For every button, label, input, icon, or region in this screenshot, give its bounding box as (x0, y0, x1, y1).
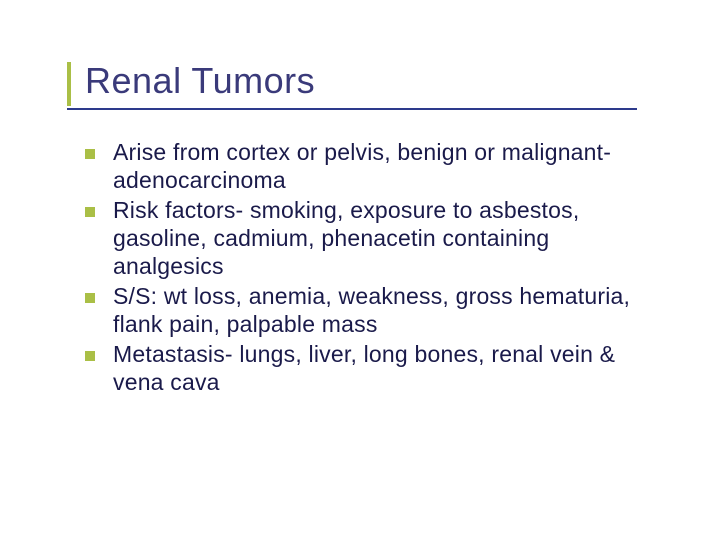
title-underline (67, 108, 637, 110)
list-item: S/S: wt loss, anemia, weakness, gross he… (85, 282, 650, 338)
square-bullet-icon (85, 351, 95, 361)
list-item: Arise from cortex or pelvis, benign or m… (85, 138, 650, 194)
list-item: Metastasis- lungs, liver, long bones, re… (85, 340, 650, 396)
square-bullet-icon (85, 207, 95, 217)
list-item-text: Risk factors- smoking, exposure to asbes… (113, 196, 650, 280)
list-item-text: Metastasis- lungs, liver, long bones, re… (113, 340, 650, 396)
slide-title: Renal Tumors (85, 60, 670, 102)
slide: Renal Tumors Arise from cortex or pelvis… (0, 0, 720, 540)
title-accent-bar (67, 62, 71, 106)
list-item: Risk factors- smoking, exposure to asbes… (85, 196, 650, 280)
list-item-text: Arise from cortex or pelvis, benign or m… (113, 138, 650, 194)
square-bullet-icon (85, 149, 95, 159)
list-item-text: S/S: wt loss, anemia, weakness, gross he… (113, 282, 650, 338)
slide-body: Arise from cortex or pelvis, benign or m… (85, 138, 670, 396)
square-bullet-icon (85, 293, 95, 303)
title-block: Renal Tumors (85, 60, 670, 110)
